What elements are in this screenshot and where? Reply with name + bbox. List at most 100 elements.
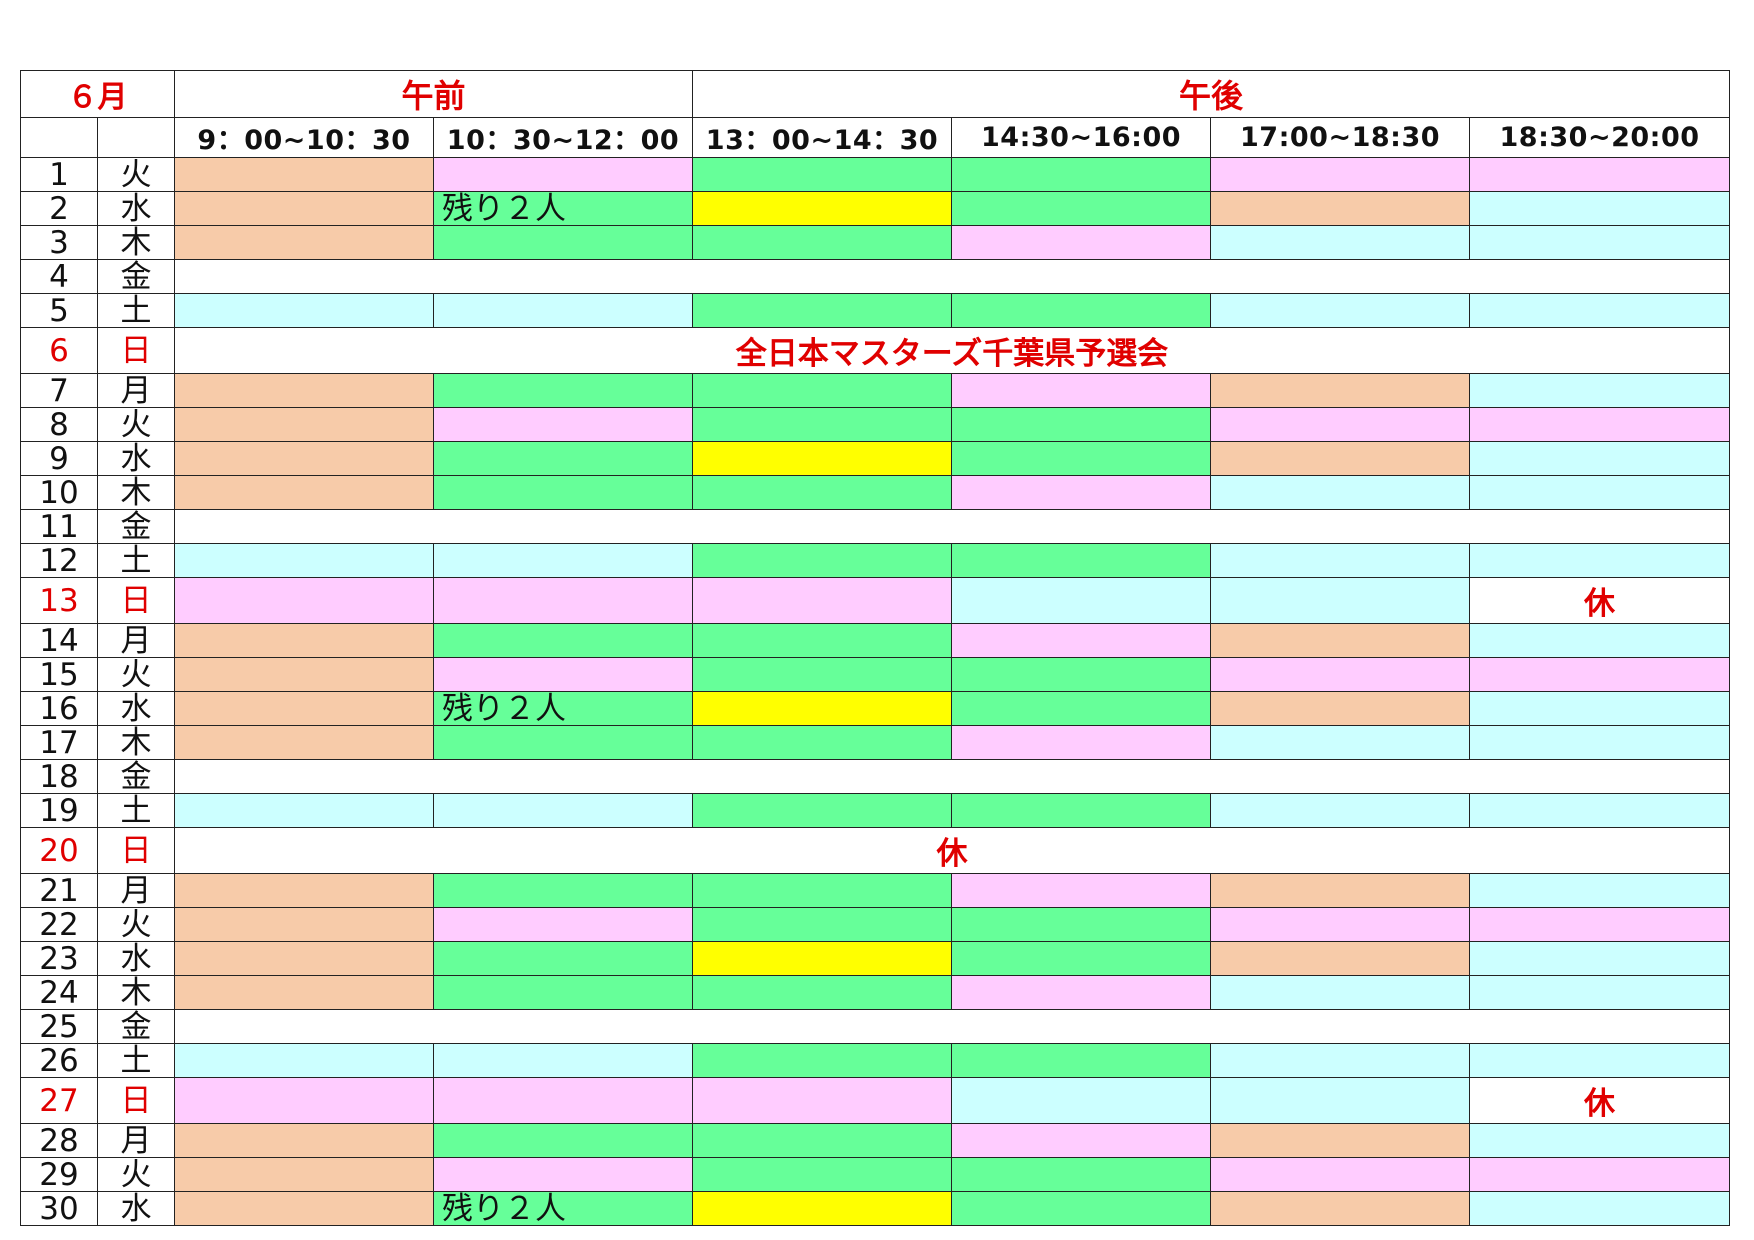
time-slot-3: 13：00~14：30 bbox=[692, 117, 953, 158]
slot-cell bbox=[692, 543, 953, 578]
slot-cell bbox=[692, 1077, 953, 1124]
slot-cell bbox=[951, 373, 1212, 408]
slot-cell bbox=[1210, 373, 1471, 408]
slot-cell bbox=[951, 475, 1212, 510]
slot-cell bbox=[432, 975, 694, 1010]
slot-cell bbox=[1210, 1191, 1471, 1226]
day-number: 19 bbox=[20, 793, 98, 828]
slot-cell bbox=[174, 1077, 434, 1124]
weekday: 日 bbox=[97, 577, 175, 624]
slot-cell bbox=[174, 1123, 434, 1158]
day-number: 5 bbox=[20, 293, 98, 328]
weekday: 土 bbox=[97, 1043, 175, 1078]
remaining-note: 残り２人 bbox=[432, 1191, 694, 1226]
slot-cell bbox=[951, 691, 1212, 726]
slot-cell bbox=[174, 975, 434, 1010]
slot-cell bbox=[1469, 225, 1731, 260]
remaining-note: 残り２人 bbox=[432, 691, 694, 726]
slot-cell bbox=[951, 907, 1212, 942]
day-number: 10 bbox=[20, 475, 98, 510]
slot-cell bbox=[951, 441, 1212, 476]
slot-cell bbox=[1469, 1191, 1731, 1226]
slot-cell bbox=[432, 623, 694, 658]
closed-day-cell bbox=[173, 259, 1731, 294]
slot-cell bbox=[174, 907, 434, 942]
slot-cell bbox=[432, 475, 694, 510]
slot-cell bbox=[174, 873, 434, 908]
slot-cell bbox=[1210, 725, 1471, 760]
day-number: 25 bbox=[20, 1009, 98, 1044]
slot-cell bbox=[1469, 543, 1731, 578]
slot-cell bbox=[1210, 225, 1471, 260]
slot-cell bbox=[1210, 873, 1471, 908]
slot-cell bbox=[951, 725, 1212, 760]
weekday: 水 bbox=[97, 691, 175, 726]
slot-cell bbox=[951, 1123, 1212, 1158]
slot-cell bbox=[951, 873, 1212, 908]
weekday: 月 bbox=[97, 1123, 175, 1158]
slot-cell bbox=[1210, 1077, 1471, 1124]
slot-cell bbox=[1469, 191, 1731, 226]
day-number: 4 bbox=[20, 259, 98, 294]
slot-cell bbox=[174, 657, 434, 692]
day-row: 10 木 bbox=[20, 475, 1731, 510]
slot-cell bbox=[1469, 373, 1731, 408]
weekday: 木 bbox=[97, 725, 175, 760]
day-row: 23 水 bbox=[20, 941, 1731, 976]
slot-cell bbox=[692, 475, 953, 510]
day-row: 29 火 bbox=[20, 1157, 1731, 1192]
slot-cell bbox=[692, 691, 953, 726]
slot-cell bbox=[1469, 623, 1731, 658]
weekday: 月 bbox=[97, 623, 175, 658]
slot-cell bbox=[692, 873, 953, 908]
weekday: 金 bbox=[97, 259, 175, 294]
pm-header: 午後 bbox=[692, 70, 1731, 118]
slot-cell bbox=[174, 691, 434, 726]
day-row: 16 水 残り２人 bbox=[20, 691, 1731, 726]
slot-cell bbox=[1469, 293, 1731, 328]
slot-cell bbox=[692, 1157, 953, 1192]
slot-cell bbox=[174, 475, 434, 510]
time-header-row: 9：00~10：30 10：30~12：00 13：00~14：30 14:30… bbox=[20, 117, 1731, 158]
slot-cell bbox=[1210, 623, 1471, 658]
slot-cell bbox=[692, 1123, 953, 1158]
slot-cell bbox=[432, 873, 694, 908]
day-number: 11 bbox=[20, 509, 98, 544]
day-number: 28 bbox=[20, 1123, 98, 1158]
slot-cell bbox=[951, 157, 1212, 192]
slot-cell bbox=[1469, 441, 1731, 476]
weekday: 火 bbox=[97, 657, 175, 692]
slot-cell bbox=[692, 441, 953, 476]
day-row: 11 金 bbox=[20, 509, 1731, 544]
slot-cell bbox=[1210, 543, 1471, 578]
slot-cell bbox=[432, 293, 694, 328]
slot-cell bbox=[951, 577, 1212, 624]
blank-day-header bbox=[20, 117, 98, 158]
weekday: 火 bbox=[97, 1157, 175, 1192]
weekday: 水 bbox=[97, 1191, 175, 1226]
day-row: 21 月 bbox=[20, 873, 1731, 908]
am-header: 午前 bbox=[173, 70, 694, 118]
day-row: 13 日 休 bbox=[20, 577, 1731, 624]
slot-cell bbox=[1469, 1043, 1731, 1078]
slot-cell bbox=[432, 907, 694, 942]
slot-cell bbox=[174, 1191, 434, 1226]
slot-cell bbox=[692, 577, 953, 624]
weekday: 水 bbox=[97, 941, 175, 976]
slot-cell bbox=[1210, 1123, 1471, 1158]
slot-cell bbox=[951, 225, 1212, 260]
slot-cell bbox=[1210, 691, 1471, 726]
slot-cell bbox=[692, 225, 953, 260]
slot-cell bbox=[951, 543, 1212, 578]
day-number: 17 bbox=[20, 725, 98, 760]
slot-cell bbox=[951, 1077, 1212, 1124]
closed-day-cell bbox=[173, 1009, 1731, 1044]
slot-cell bbox=[1210, 441, 1471, 476]
slot-cell bbox=[1469, 1157, 1731, 1192]
slot-cell bbox=[951, 941, 1212, 976]
slot-cell bbox=[1469, 941, 1731, 976]
weekday: 金 bbox=[97, 759, 175, 794]
slot-cell bbox=[692, 157, 953, 192]
